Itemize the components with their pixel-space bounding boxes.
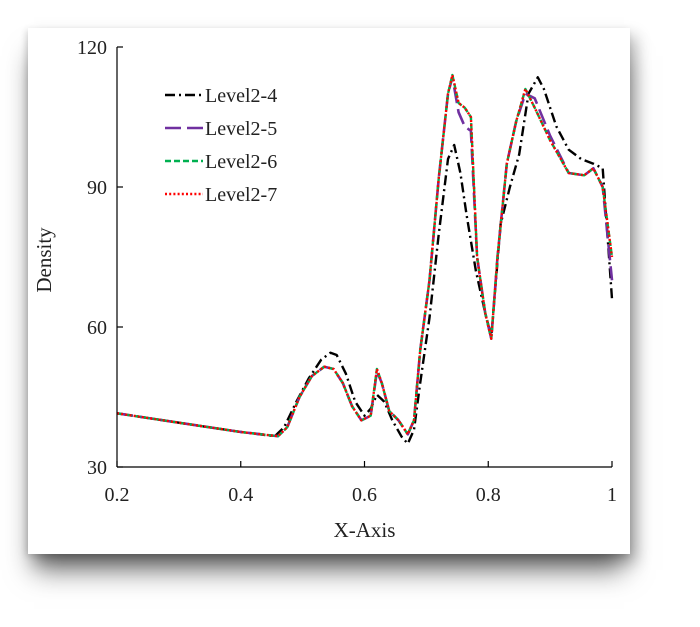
legend-label-4: Level2-7 bbox=[205, 184, 277, 206]
legend: Level2-4 Level2-5 Level2-6 Level2-7 bbox=[143, 70, 311, 220]
x-tick-label: 0.2 bbox=[105, 484, 130, 506]
y-tick-label: 60 bbox=[87, 317, 107, 339]
x-axis-title: X-Axis bbox=[334, 518, 396, 542]
x-tick-label: 0.6 bbox=[352, 484, 377, 506]
y-tick-label: 120 bbox=[77, 37, 107, 59]
ticks: 0.2 0.4 0.6 0.8 1 30 60 90 120 bbox=[77, 37, 617, 506]
legend-label-1: Level2-4 bbox=[205, 85, 277, 107]
y-tick-label: 90 bbox=[87, 177, 107, 199]
series-line-1 bbox=[116, 76, 614, 445]
y-tick-label: 30 bbox=[87, 457, 107, 479]
legend-label-2: Level2-5 bbox=[205, 118, 277, 140]
chart-card bbox=[28, 28, 630, 554]
y-axis-title: Density bbox=[32, 227, 56, 293]
x-tick-label: 0.8 bbox=[476, 484, 501, 506]
plot-lines bbox=[116, 73, 614, 445]
x-tick-label: 0.4 bbox=[228, 484, 253, 506]
series-line-3 bbox=[116, 73, 614, 438]
x-tick-label: 1 bbox=[607, 484, 617, 506]
series-line-4 bbox=[116, 73, 614, 438]
legend-label-3: Level2-6 bbox=[205, 151, 277, 173]
